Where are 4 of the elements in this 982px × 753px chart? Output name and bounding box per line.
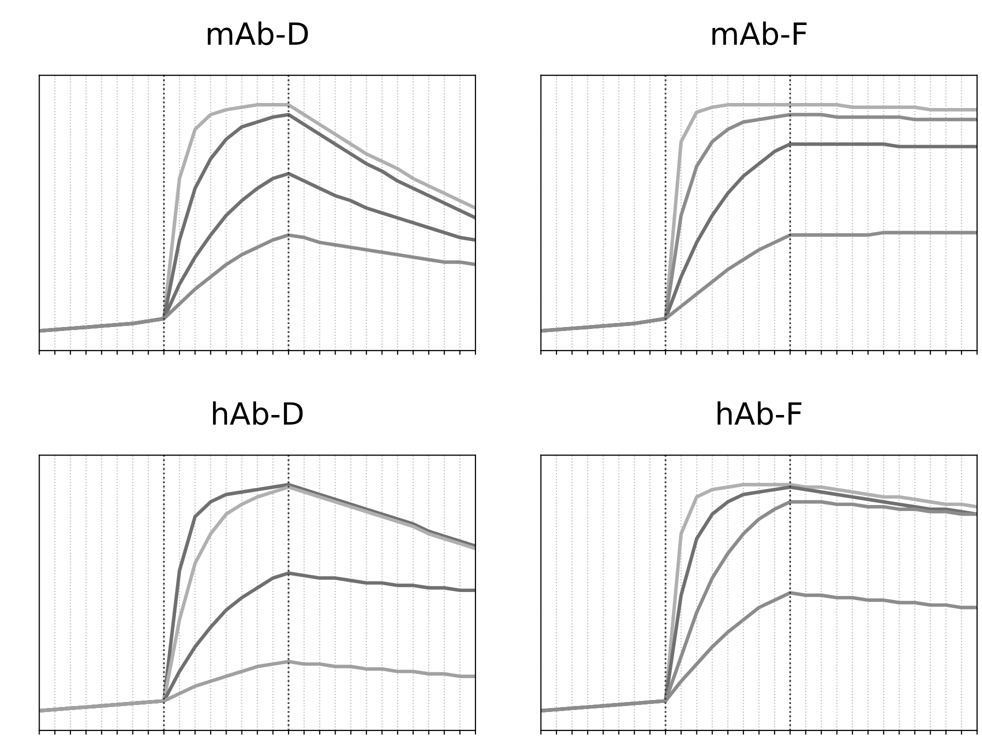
chart-title: mAb-D [208, 22, 308, 46]
chart-title: hAb-D [213, 401, 303, 426]
chart-title: mAb-F [712, 22, 807, 46]
chart-title: hAb-F [718, 401, 802, 426]
